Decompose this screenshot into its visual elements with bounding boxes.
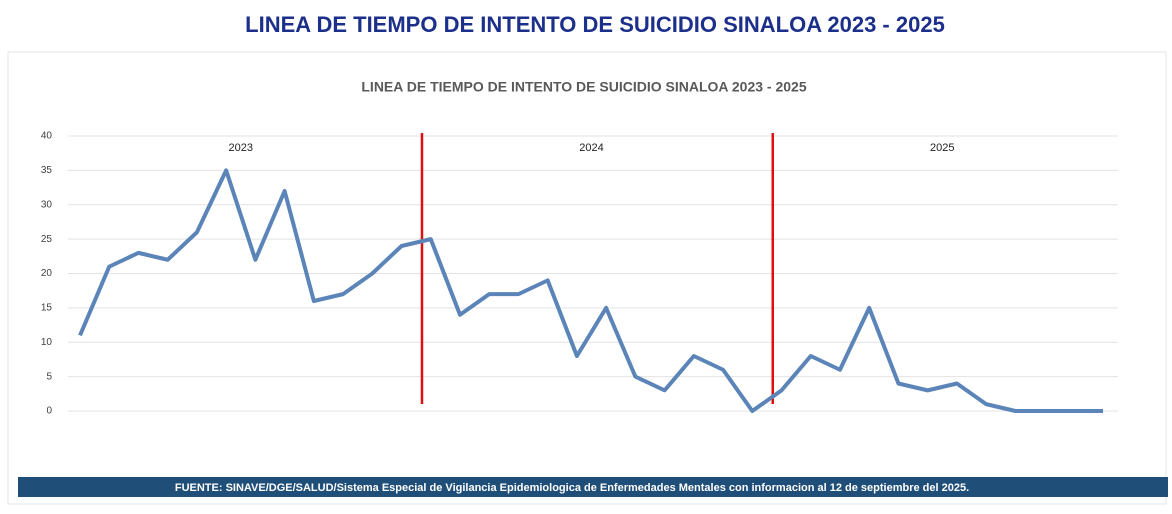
y-tick-label: 10 — [41, 337, 53, 348]
y-tick-label: 35 — [41, 165, 53, 176]
y-tick-label: 40 — [41, 131, 53, 142]
y-tick-label: 25 — [41, 234, 53, 245]
y-tick-label: 5 — [46, 371, 52, 382]
line-series — [78, 168, 1104, 413]
year-label: 2025 — [930, 142, 954, 154]
y-tick-label: 20 — [41, 268, 53, 279]
y-tick-label: 30 — [41, 199, 53, 210]
chart-frame — [7, 51, 1167, 505]
source-bar — [18, 477, 1168, 497]
source: FUENTE: SINAVE/DGE/SALUD/Sistema Especia… — [175, 482, 969, 494]
y-tick-label: 0 — [46, 406, 52, 417]
year-label: 2023 — [229, 142, 253, 154]
chart-title: LINEA DE TIEMPO DE INTENTO DE SUICIDIO S… — [361, 79, 806, 95]
y-tick-label: 15 — [41, 303, 53, 314]
year-label: 2024 — [579, 142, 603, 154]
banner-title: LINEA DE TIEMPO DE INTENTO DE SUICIDIO S… — [245, 12, 945, 37]
